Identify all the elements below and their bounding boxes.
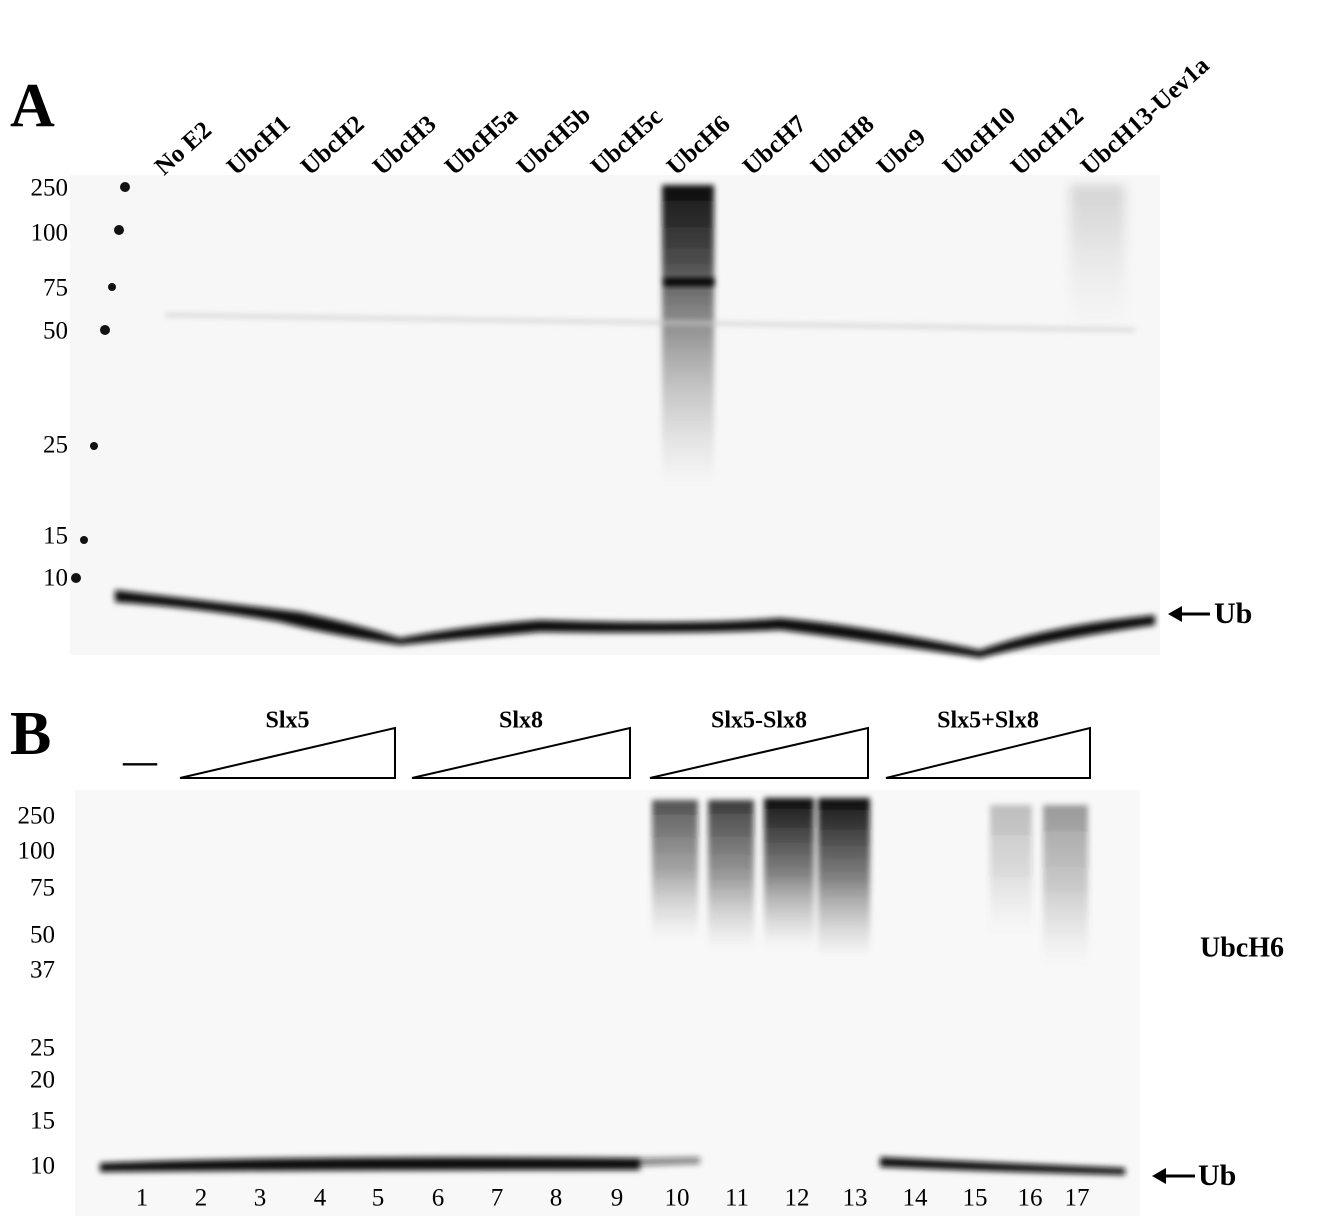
lane-label: UbcH5b — [512, 101, 596, 181]
marker-label: 250 — [31, 175, 69, 202]
gradient-triangle — [886, 728, 1090, 778]
lane-number: 6 — [432, 1185, 445, 1212]
blot-a — [70, 175, 1160, 655]
lane-label: No E2 — [150, 117, 217, 181]
lane-number: 3 — [254, 1185, 267, 1212]
lane-label: UbcH5c — [586, 103, 668, 181]
lane-number: 4 — [314, 1185, 327, 1212]
antibody-label: UbcH6 — [1200, 932, 1284, 963]
marker-label: 15 — [30, 1108, 55, 1135]
marker-label: 100 — [18, 838, 56, 865]
lane-label: UbcH13-Uev1a — [1076, 52, 1215, 181]
lane-label: UbcH1 — [222, 110, 296, 180]
ubch6-smear — [662, 185, 714, 485]
lane-label: UbcH8 — [806, 110, 880, 180]
lane-number: 11 — [725, 1185, 749, 1212]
lane-label: UbcH5a — [440, 102, 523, 181]
marker-label: 100 — [31, 220, 69, 247]
marker-label: 25 — [43, 432, 68, 459]
marker-label: 250 — [18, 803, 56, 830]
lane-number: 8 — [550, 1185, 563, 1212]
group-label: Slx5+Slx8 — [937, 708, 1039, 734]
lane-label: UbcH10 — [938, 102, 1021, 181]
marker-label: 37 — [30, 957, 55, 984]
gradient-triangle — [650, 728, 868, 778]
marker-label: 25 — [30, 1035, 55, 1062]
panel-label: B — [10, 700, 51, 768]
lane-number: 9 — [611, 1185, 624, 1212]
blot-b — [75, 790, 1140, 1216]
marker-label: 15 — [43, 523, 68, 550]
ub-arrow — [1168, 606, 1210, 622]
lane-label: Ubc9 — [872, 123, 931, 180]
lane-number: 5 — [372, 1185, 385, 1212]
marker-label: 50 — [43, 318, 68, 345]
lane-label: UbcH7 — [738, 110, 812, 180]
faint-smear — [1070, 185, 1125, 335]
lane-number: 13 — [843, 1185, 868, 1212]
marker-label: 20 — [30, 1067, 55, 1094]
lane-number: 2 — [195, 1185, 208, 1212]
marker-label: 10 — [30, 1153, 55, 1180]
gradient-triangle — [180, 728, 395, 778]
lane-number: 14 — [903, 1185, 929, 1212]
panel-label: A — [10, 72, 55, 140]
group-label: Slx5-Slx8 — [711, 708, 807, 734]
figure: A Ub B — Ub UbcH6 No E2UbcH1UbcH2UbcH3Ub… — [0, 0, 1340, 1216]
lane-number: 16 — [1018, 1185, 1043, 1212]
gradient-triangle — [412, 728, 630, 778]
band — [664, 278, 714, 286]
lane-number: 1 — [136, 1185, 149, 1212]
lane-number: 7 — [491, 1185, 504, 1212]
lane-label: UbcH12 — [1006, 102, 1089, 181]
control-label: — — [122, 743, 158, 780]
lane-number: 12 — [785, 1185, 810, 1212]
marker-label: 10 — [43, 565, 68, 592]
lane-number: 17 — [1065, 1185, 1090, 1212]
lane-label: UbcH2 — [296, 110, 370, 180]
group-label: Slx5 — [265, 708, 309, 734]
lane-number: 15 — [963, 1185, 988, 1212]
lane-number: 10 — [665, 1185, 690, 1212]
marker-label: 75 — [43, 275, 68, 302]
marker-label: 50 — [30, 922, 55, 949]
marker-label: 75 — [30, 875, 55, 902]
band-label: Ub — [1198, 1159, 1236, 1192]
band-label: Ub — [1214, 597, 1252, 630]
lane-label: UbcH3 — [368, 110, 442, 180]
group-label: Slx8 — [499, 708, 543, 734]
lane-label: UbcH6 — [662, 110, 736, 180]
ub-arrow — [1152, 1168, 1195, 1184]
